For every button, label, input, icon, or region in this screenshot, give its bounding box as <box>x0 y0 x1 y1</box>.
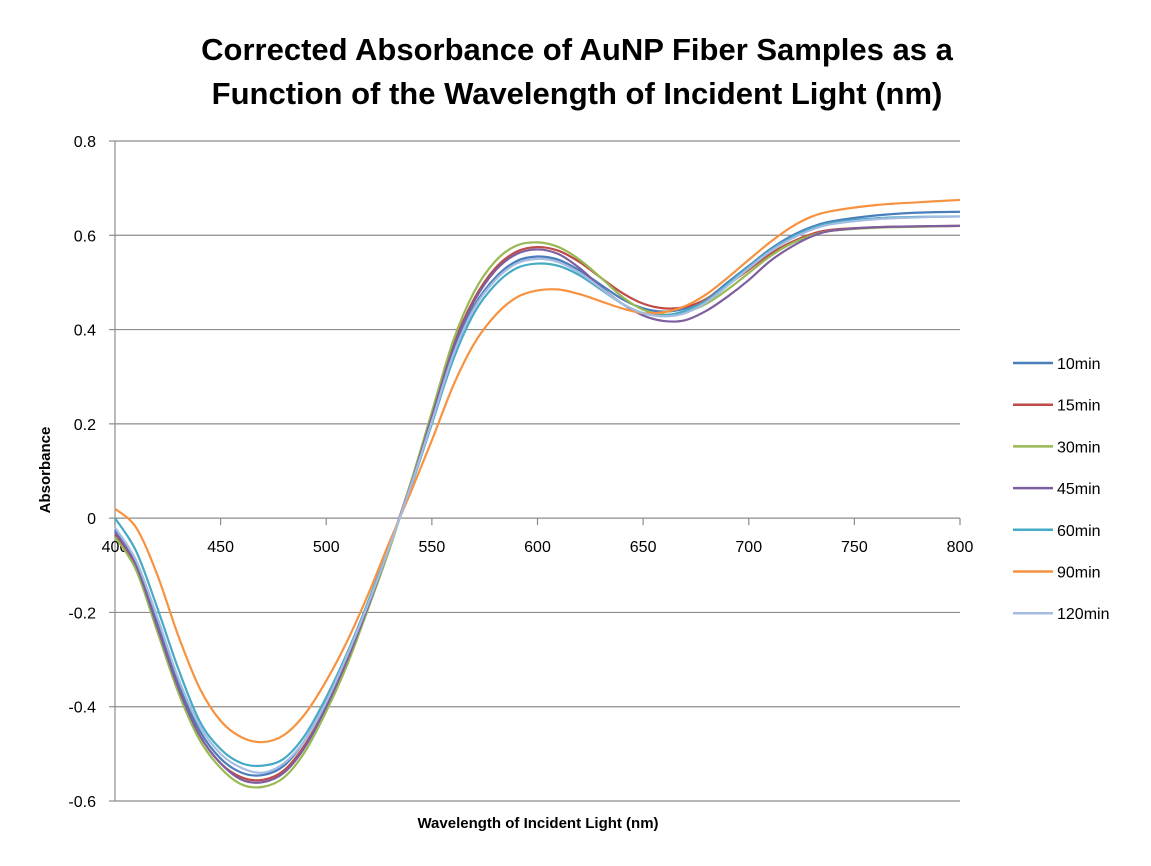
series-line-120min <box>114 215 961 774</box>
x-tick-label: 550 <box>419 539 446 556</box>
y-axis-label: Absorbance <box>37 427 54 514</box>
y-tick-label: 0.2 <box>74 417 96 434</box>
legend-label: 90min <box>1057 565 1101 582</box>
legend-label: 30min <box>1057 439 1101 456</box>
y-tick-label: 0.4 <box>74 323 96 340</box>
legend-label: 120min <box>1057 606 1109 623</box>
legend-label: 45min <box>1057 481 1101 498</box>
y-tick-label: -0.2 <box>68 605 96 622</box>
legend: 10min 15min 30min 45min 60min 90min 120min <box>1013 356 1109 623</box>
series-lines <box>114 198 961 789</box>
y-tick-label: -0.6 <box>68 794 96 811</box>
series-line-45min <box>114 224 961 784</box>
y-tick-label: 0.8 <box>74 134 96 151</box>
y-tick-label: -0.4 <box>68 700 96 717</box>
series-line-90min <box>114 198 961 744</box>
x-tick-label: 800 <box>947 539 974 556</box>
series-line-10min <box>114 210 961 777</box>
chart-title-line-2: Function of the Wavelength of Incident L… <box>212 76 943 111</box>
series-line-60min <box>114 215 961 768</box>
x-tick-label: 600 <box>524 539 551 556</box>
chart-title-line-1: Corrected Absorbance of AuNP Fiber Sampl… <box>201 32 953 67</box>
x-tick-label: 700 <box>735 539 762 556</box>
x-axis-label: Wavelength of Incident Light (nm) <box>417 815 658 832</box>
x-tick-label: 750 <box>841 539 868 556</box>
x-tick-label: 650 <box>630 539 657 556</box>
legend-label: 10min <box>1057 356 1101 373</box>
x-tick-label: 450 <box>207 539 234 556</box>
x-tick-label: 500 <box>313 539 340 556</box>
gridlines <box>115 140 960 802</box>
legend-label: 15min <box>1057 398 1101 415</box>
series-line-15min <box>114 224 961 782</box>
y-tick-label: 0 <box>87 511 96 528</box>
legend-label: 60min <box>1057 523 1101 540</box>
y-tick-label: 0.6 <box>74 228 96 245</box>
series-line-30min <box>114 224 961 789</box>
